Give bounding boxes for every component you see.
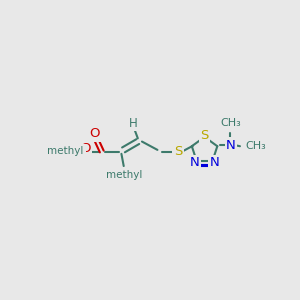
Text: N: N <box>209 156 219 169</box>
Text: N: N <box>190 156 200 169</box>
Text: methyl: methyl <box>46 146 83 157</box>
Text: S: S <box>200 129 209 142</box>
Text: N: N <box>226 139 236 152</box>
Text: S: S <box>174 145 182 158</box>
Text: O: O <box>90 127 100 140</box>
Text: CH₃: CH₃ <box>245 141 266 151</box>
Text: O: O <box>80 142 91 155</box>
Text: CH₃: CH₃ <box>220 118 241 128</box>
Text: methyl: methyl <box>106 170 142 180</box>
Text: H: H <box>129 117 137 130</box>
